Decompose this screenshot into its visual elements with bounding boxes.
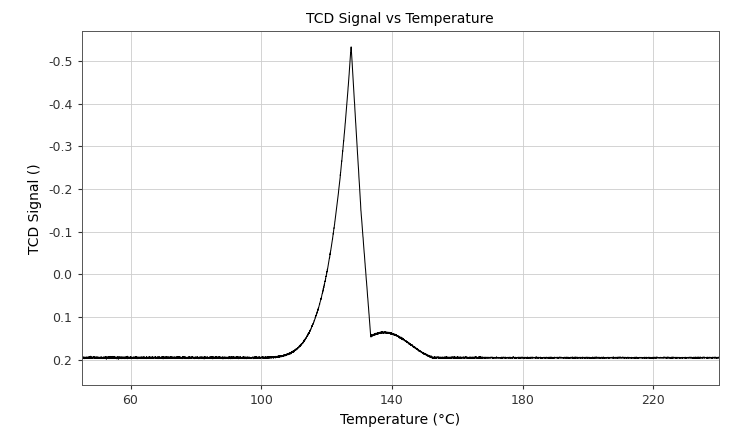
Title: TCD Signal vs Temperature: TCD Signal vs Temperature — [306, 12, 494, 26]
Y-axis label: TCD Signal (): TCD Signal () — [28, 163, 42, 253]
X-axis label: Temperature (°C): Temperature (°C) — [340, 413, 460, 427]
